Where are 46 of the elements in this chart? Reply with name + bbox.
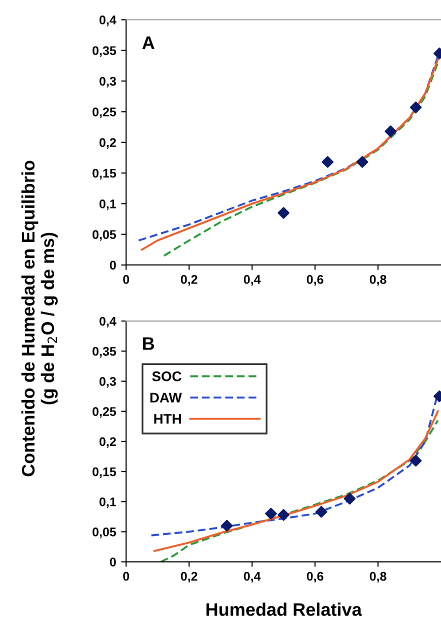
- y-tick-label: 0,1: [100, 497, 116, 508]
- x-tick-label: 0,8: [370, 275, 386, 286]
- y-tick-label: 0,3: [100, 76, 116, 88]
- y-tick-label: 0,15: [92, 168, 116, 180]
- y-tick-label: 0,2: [100, 437, 116, 448]
- x-tick-label: 0,6: [306, 275, 324, 286]
- point: [265, 508, 277, 520]
- point: [410, 102, 422, 114]
- y-tick-label: 0: [110, 558, 116, 566]
- point: [356, 156, 368, 168]
- x-tick-label: 0: [123, 275, 130, 284]
- x-axis-title: Humedad Relativa: [206, 602, 362, 616]
- point: [278, 508, 290, 521]
- legend-label: SOC: [152, 371, 182, 382]
- y-tick-label: 0,4: [100, 316, 116, 328]
- legend-label: HTH: [154, 414, 181, 424]
- point: [384, 125, 397, 138]
- y-tick-label: 0,05: [92, 230, 116, 241]
- y-tick-label: 0,1: [100, 199, 116, 210]
- y-tick-label: 0: [110, 260, 116, 270]
- y-tick-label: 0,35: [92, 46, 116, 57]
- x-tick-label: 0,8: [370, 572, 386, 583]
- x-tick-label: 0,2: [180, 275, 198, 286]
- x-tick-label: 0: [123, 572, 130, 581]
- point: [322, 156, 334, 168]
- y-tick-label: 0,35: [92, 346, 116, 358]
- point: [278, 206, 290, 219]
- y-tick-label: 0,15: [92, 467, 116, 478]
- x-tick-label: 0,2: [180, 572, 198, 583]
- annotation: A: [142, 36, 154, 49]
- x-tick-label: 0,6: [306, 572, 324, 583]
- y-axis-title: Contenido de Humedad en Equilibrio (g de H$_{2}$O / g de ms): [21, 160, 58, 476]
- y-tick-label: 0,25: [92, 407, 116, 418]
- point: [410, 454, 422, 467]
- point: [315, 506, 328, 518]
- annotation: B: [143, 337, 154, 350]
- y-tick-label: 0,25: [92, 108, 116, 118]
- point: [220, 520, 233, 532]
- y-tick-label: 0,2: [100, 138, 116, 149]
- y-tick-label: 0,4: [100, 16, 116, 26]
- legend-label: DAW: [150, 392, 182, 402]
- point: [344, 492, 356, 505]
- x-tick-label: 0,4: [244, 275, 261, 286]
- y-tick-label: 0,05: [92, 528, 116, 538]
- x-tick-label: 0,4: [244, 572, 261, 583]
- y-tick-label: 0,3: [100, 377, 116, 388]
